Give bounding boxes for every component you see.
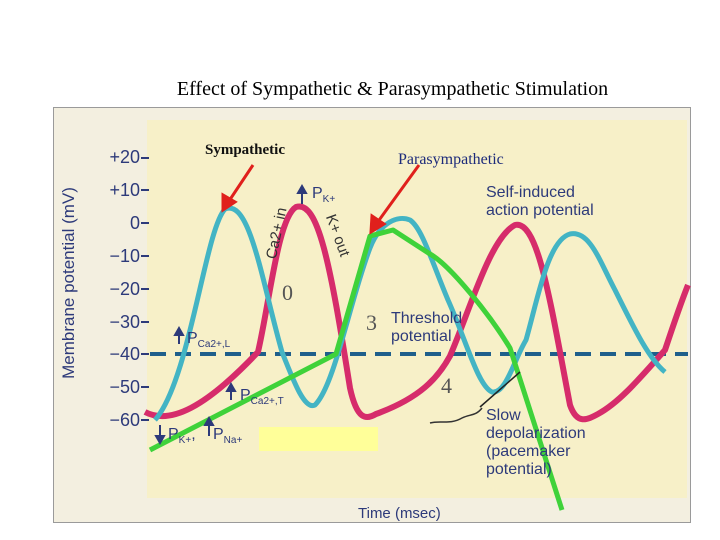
pk-bottom-label: PK+, bbox=[168, 426, 196, 447]
slow-depolarization-label: Slow depolarization (pacemaker potential) bbox=[486, 407, 586, 478]
annotation-pointer bbox=[479, 371, 521, 408]
sympathetic-label: Sympathetic bbox=[205, 142, 285, 158]
pca-t-label: PCa2+,T bbox=[240, 387, 284, 408]
pk-label: PK+ bbox=[312, 185, 336, 206]
y-tick-label: −10 bbox=[109, 246, 140, 266]
y-tick-label: −60 bbox=[109, 410, 140, 430]
x-axis-label: Time (msec) bbox=[358, 505, 441, 522]
y-tick-label: +10 bbox=[109, 180, 140, 200]
phase-3-label: 3 bbox=[366, 310, 377, 335]
slide-title: Effect of Sympathetic & Parasympathetic … bbox=[176, 78, 609, 100]
y-tick-label: 0 bbox=[129, 213, 140, 233]
pna-label: PNa+ bbox=[213, 426, 243, 447]
slow-depolarization-bracket bbox=[429, 407, 483, 424]
threshold-potential-label: Threshold potential bbox=[391, 310, 463, 345]
small-up-arrows bbox=[173, 183, 308, 436]
phase-4-label: 4 bbox=[441, 373, 452, 398]
y-tick-label: −50 bbox=[109, 377, 140, 397]
red-arrows bbox=[221, 164, 421, 235]
sympathetic-trace bbox=[153, 205, 667, 422]
parasympathetic-trace bbox=[148, 227, 565, 511]
pacemaker-trace bbox=[143, 203, 691, 423]
self-induced-label: Self-induced action potential bbox=[486, 184, 594, 219]
y-tick-marks bbox=[141, 157, 149, 421]
small-down-arrow bbox=[154, 425, 166, 446]
parasympathetic-label: Parasympathetic bbox=[398, 151, 504, 168]
phase-0-label: 0 bbox=[282, 280, 293, 305]
y-tick-label: −30 bbox=[109, 312, 140, 332]
pca-l-label: PCa2+,L bbox=[187, 330, 231, 351]
y-tick-label: −20 bbox=[109, 279, 140, 299]
y-tick-label: +20 bbox=[109, 147, 140, 167]
plot-area bbox=[147, 120, 687, 498]
yellow-highlight bbox=[259, 427, 378, 451]
y-tick-label: −40 bbox=[109, 344, 140, 364]
